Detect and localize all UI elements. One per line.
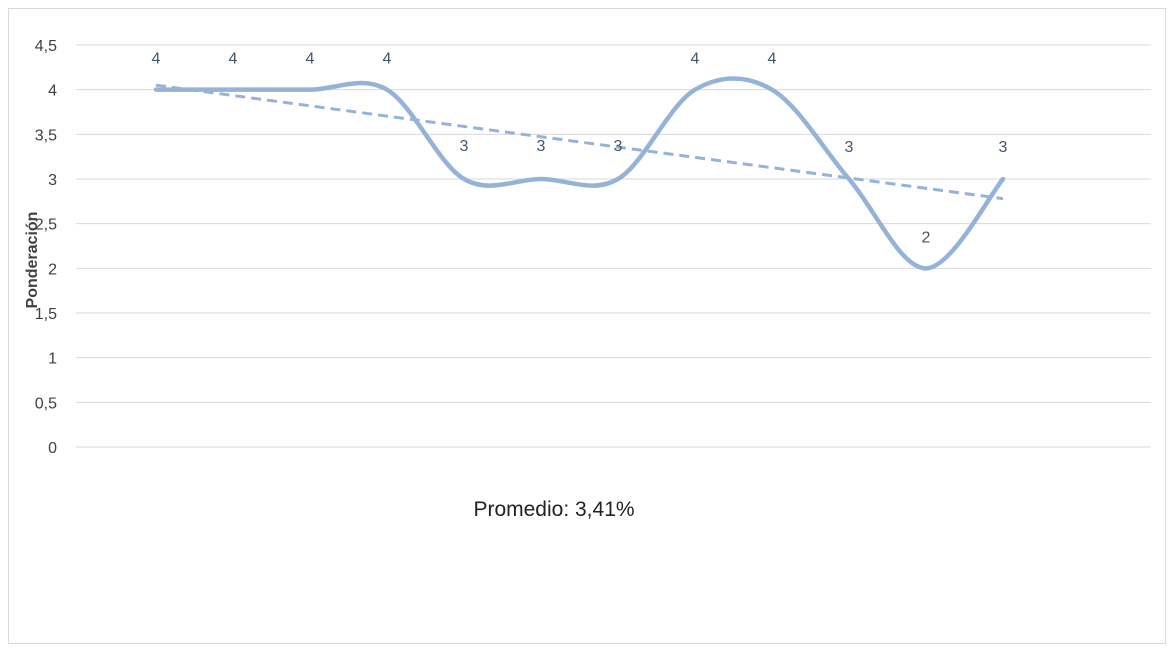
data-label: 3 xyxy=(845,139,854,156)
y-axis-ticks: 0 0,5 1 1,5 2 2,5 3 3,5 4 4,5 xyxy=(35,38,57,457)
data-label: 4 xyxy=(768,51,777,68)
y-tick-label: 4,5 xyxy=(35,38,57,55)
average-annotation: Promedio: 3,41% xyxy=(473,498,634,521)
data-label: 4 xyxy=(306,51,315,68)
y-tick-label: 2,5 xyxy=(35,217,57,234)
y-tick-label: 1 xyxy=(48,351,57,368)
line-chart: 0 0,5 1 1,5 2 2,5 3 3,5 4 4,5 4 4 4 4 3 3 3 4 4 3 2 3 Ponder… xyxy=(24,38,1151,521)
data-labels: 4 4 4 4 3 3 3 4 4 3 2 3 xyxy=(152,51,1008,247)
y-tick-label: 4 xyxy=(48,83,57,100)
trendline-group xyxy=(155,83,1004,201)
data-label: 4 xyxy=(383,51,392,68)
y-tick-label: 2 xyxy=(48,261,57,278)
data-label: 4 xyxy=(229,51,238,68)
chart-frame: 0 0,5 1 1,5 2 2,5 3 3,5 4 4,5 4 4 4 4 3 3 3 4 4 3 2 3 Ponder… xyxy=(8,8,1166,644)
series-group xyxy=(153,76,1006,271)
data-label: 2 xyxy=(922,229,931,246)
y-tick-label: 3,5 xyxy=(35,127,57,144)
data-label: 3 xyxy=(999,139,1008,156)
data-label: 3 xyxy=(460,138,469,155)
y-tick-label: 0 xyxy=(48,440,57,457)
trendline xyxy=(155,83,1004,201)
gridlines xyxy=(76,44,1151,448)
y-tick-label: 3 xyxy=(48,172,57,189)
data-label: 3 xyxy=(537,138,546,155)
series-line xyxy=(153,76,1006,271)
data-label: 4 xyxy=(691,51,700,68)
data-label: 4 xyxy=(152,51,161,68)
y-axis-title: Ponderación xyxy=(24,212,41,309)
y-tick-label: 0,5 xyxy=(35,395,57,412)
data-label: 3 xyxy=(614,138,623,155)
y-tick-label: 1,5 xyxy=(35,306,57,323)
